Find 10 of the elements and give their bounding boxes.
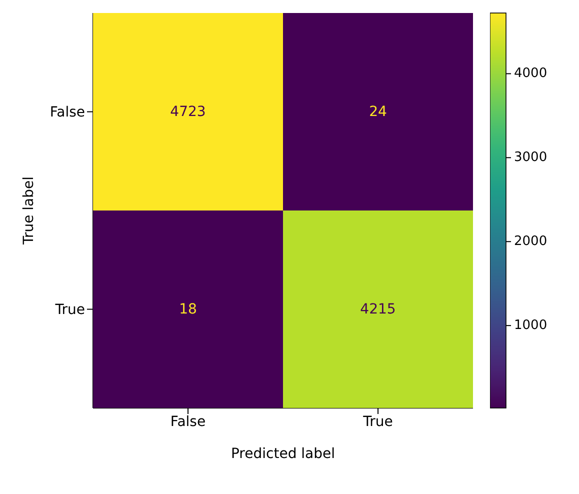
x-axis-title: Predicted label	[230, 446, 336, 462]
data-label: 4215	[360, 301, 396, 318]
color-bar-label: 1000	[514, 318, 548, 334]
data-label: 24	[369, 104, 387, 120]
data-label: 18	[179, 301, 197, 318]
data-label: 4723	[170, 104, 206, 120]
color-bar-label: 3000	[514, 150, 548, 166]
color-bar-label: 4000	[514, 66, 548, 82]
color-bar-label: 2000	[514, 234, 548, 250]
y-axis-title: True label	[20, 176, 37, 246]
